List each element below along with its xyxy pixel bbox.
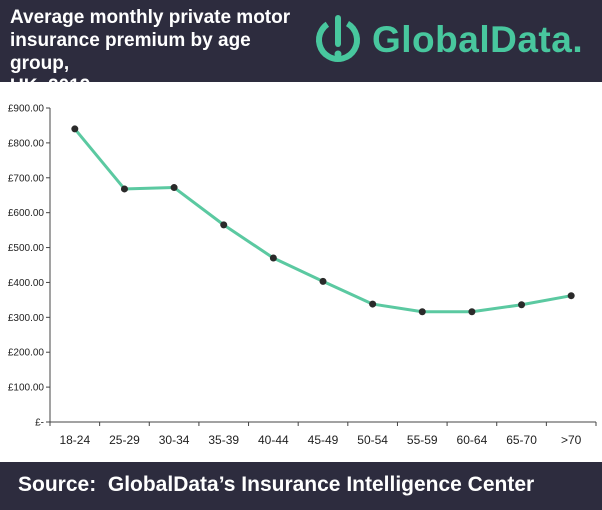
data-point bbox=[71, 125, 79, 133]
data-point bbox=[269, 254, 277, 262]
chart-axes bbox=[46, 107, 597, 426]
y-tick-label: £900.00 bbox=[8, 104, 45, 115]
chart-title: Average monthly private motor insurance … bbox=[10, 7, 291, 97]
line-chart: £- £100.00 £200.00 £300.00 £400.00 £500.00 £60… bbox=[8, 104, 597, 447]
x-tick-label: 50-54 bbox=[357, 433, 388, 447]
logo-wordmark: GlobalData. bbox=[372, 19, 584, 60]
series-markers bbox=[71, 125, 575, 316]
globaldata-logo: GlobalData. bbox=[312, 14, 583, 66]
data-point bbox=[369, 300, 377, 308]
globaldata-logo-icon bbox=[316, 15, 360, 62]
data-point bbox=[319, 277, 327, 285]
x-tick-label: 18-24 bbox=[59, 433, 90, 447]
data-point bbox=[518, 301, 526, 309]
y-tick-label: £600.00 bbox=[8, 208, 45, 219]
y-tick-label: £200.00 bbox=[8, 348, 45, 359]
header-banner: Average monthly private motor insurance … bbox=[0, 0, 602, 97]
y-tick-label: £700.00 bbox=[8, 173, 45, 184]
data-point bbox=[468, 308, 476, 316]
data-point bbox=[120, 185, 128, 193]
y-tick-label: £- bbox=[35, 418, 44, 429]
data-point bbox=[170, 184, 178, 192]
x-tick-label: 40-44 bbox=[258, 433, 289, 447]
x-tick-labels: 18-24 25-29 30-34 35-39 40-44 45-49 50-54 55-59… bbox=[59, 433, 581, 447]
x-tick-label: 35-39 bbox=[208, 433, 239, 447]
data-point bbox=[220, 221, 228, 229]
y-tick-label: £800.00 bbox=[8, 138, 45, 149]
x-tick-label: 55-59 bbox=[407, 433, 438, 447]
data-point bbox=[567, 292, 575, 300]
footer-banner: Source: GlobalData’s Insurance Intellige… bbox=[0, 462, 602, 510]
x-tick-label: 60-64 bbox=[457, 433, 488, 447]
data-point bbox=[418, 308, 426, 316]
y-tick-label: £300.00 bbox=[8, 313, 45, 324]
source-note: Source: GlobalData’s Insurance Intellige… bbox=[18, 473, 535, 496]
y-tick-labels: £- £100.00 £200.00 £300.00 £400.00 £500.00 £60… bbox=[8, 104, 45, 429]
x-tick-label: >70 bbox=[561, 433, 582, 447]
x-tick-label: 30-34 bbox=[159, 433, 190, 447]
x-tick-label: 45-49 bbox=[308, 433, 339, 447]
y-tick-label: £400.00 bbox=[8, 278, 45, 289]
y-tick-label: £500.00 bbox=[8, 243, 45, 254]
y-tick-label: £100.00 bbox=[8, 383, 45, 394]
x-tick-label: 25-29 bbox=[109, 433, 140, 447]
x-tick-label: 65-70 bbox=[506, 433, 537, 447]
